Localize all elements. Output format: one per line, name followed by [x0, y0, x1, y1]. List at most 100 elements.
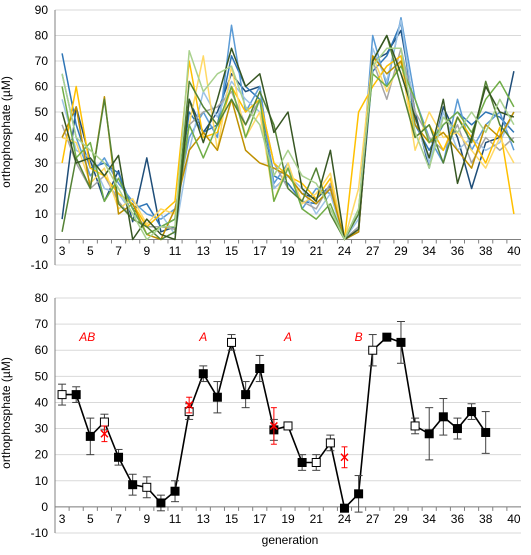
bottom-x-tick-label: 29: [394, 512, 408, 526]
top-y-tick-label: 20: [35, 182, 49, 196]
top-x-tick-label: 13: [197, 244, 211, 258]
bottom-y-tick-label: 0: [41, 500, 48, 514]
bottom-x-tick-label: 7: [115, 512, 122, 526]
bottom-point-filled: [241, 390, 251, 400]
bottom-x-tick-label: 5: [87, 512, 94, 526]
bottom-axes: [54, 298, 521, 533]
bottom-x-tick-label: 11: [169, 512, 182, 526]
bottom-point-open: [325, 438, 335, 448]
bottom-annotation: B: [355, 330, 363, 344]
top-x-tick-label: 29: [394, 244, 408, 258]
top-y-axis-label: orthophosphate (µM): [0, 76, 13, 188]
top-x-tick-label: 38: [479, 244, 493, 258]
top-x-tick-label: 3: [59, 244, 66, 258]
bottom-x-tick-label: 36: [451, 512, 465, 526]
bottom-x-tick-label: 3: [59, 512, 66, 526]
bottom-point-filled: [339, 503, 349, 513]
bottom-point-filled: [382, 332, 392, 342]
bottom-y-axis-label: orthophosphate (µM): [0, 357, 13, 469]
bottom-point-filled: [297, 458, 307, 467]
bottom-point-filled: [114, 452, 124, 462]
bottom-point-open: [368, 345, 378, 355]
bottom-y-tick-label: 70: [35, 317, 49, 331]
bottom-y-tick-labels: -10 0 10 20 30 40 50 60 70 80: [31, 291, 49, 540]
top-y-tick-label: 70: [35, 54, 49, 68]
bottom-point-filled: [198, 369, 208, 379]
top-y-tick-label: 90: [35, 3, 49, 17]
bottom-y-tick-label: 30: [35, 422, 49, 436]
bottom-point-filled: [467, 407, 477, 417]
bottom-x-tick-label: 17: [253, 512, 267, 526]
bottom-annotations: AB A A B: [78, 330, 362, 344]
bottom-point-open: [283, 421, 293, 431]
top-x-tick-label: 24: [338, 244, 352, 258]
bottom-point-filled: [128, 480, 138, 490]
bottom-point-filled: [396, 337, 406, 347]
bottom-point-open: [227, 337, 237, 347]
bottom-y-tick-label: -10: [31, 526, 49, 540]
top-series-line-12: [61, 47, 515, 241]
top-series-line-9: [61, 65, 515, 241]
bottom-x-tick-labels: 3 5 7 9 11 13 15 17 19 21 24 27 29 34 36 38 40: [59, 512, 521, 526]
bottom-x-tick-label: 27: [366, 512, 380, 526]
bottom-point-filled: [212, 392, 222, 402]
top-y-tick-label: -10: [31, 258, 49, 272]
bottom-point-open: [311, 458, 321, 467]
bottom-point-filled: [481, 427, 491, 437]
bottom-annotation: A: [198, 330, 207, 344]
bottom-red-x-marker: [100, 429, 109, 438]
top-y-tick-label: 50: [35, 105, 49, 119]
top-series-line-2: [61, 22, 515, 241]
bottom-annotation: AB: [78, 330, 95, 344]
top-x-tick-label: 34: [423, 244, 437, 258]
bottom-y-tick-label: 50: [35, 369, 49, 383]
bottom-y-tick-label: 20: [35, 448, 49, 462]
bottom-point-filled: [170, 486, 180, 496]
top-y-tick-labels: -10 0 10 20 30 40 50 60 70 80 90: [31, 3, 49, 272]
bottom-annotation: A: [283, 330, 292, 344]
bottom-gridlines: [55, 297, 521, 534]
top-y-tick-label: 0: [41, 233, 48, 247]
top-series-line-11: [61, 34, 515, 241]
top-x-tick-label: 19: [281, 244, 295, 258]
top-series-group: [61, 16, 515, 241]
bottom-point-open: [410, 421, 420, 431]
bottom-y-tick-label: 60: [35, 343, 49, 357]
bottom-y-tick-label: 80: [35, 291, 49, 305]
top-panel: -10 0 10 20 30 40 50 60 70 80 90 3 5 7 9 11 13 15 17 19 21 2…: [0, 3, 521, 272]
bottom-red-series-group: [100, 396, 349, 469]
top-x-tick-label: 9: [143, 244, 150, 258]
bottom-point-filled: [438, 412, 448, 422]
top-x-tick-labels: 3 5 7 9 11 13 15 17 19 21 24 27 29 34 36 38 40: [59, 244, 521, 258]
bottom-red-x-marker: [340, 453, 349, 462]
top-y-tick-label: 60: [35, 80, 49, 94]
bottom-point-filled: [156, 498, 166, 508]
bottom-red-x-marker: [185, 401, 194, 410]
top-series-line-7: [61, 55, 515, 241]
bottom-x-tick-label: 40: [507, 512, 521, 526]
bottom-y-tick-label: 40: [35, 395, 49, 409]
top-x-tick-label: 17: [253, 244, 267, 258]
bottom-point-filled: [424, 429, 434, 439]
bottom-point-filled: [255, 364, 265, 373]
bottom-x-tick-label: 34: [423, 512, 437, 526]
top-x-tick-label: 15: [225, 244, 239, 258]
bottom-y-tick-label: 10: [35, 474, 49, 488]
top-x-tick-label: 36: [451, 244, 465, 258]
top-x-tick-label: 7: [115, 244, 122, 258]
top-x-tick-label: 11: [169, 244, 182, 258]
bottom-x-tick-label: 15: [225, 512, 239, 526]
top-y-tick-label: 10: [35, 207, 49, 221]
top-y-tick-label: 30: [35, 156, 49, 170]
bottom-point-filled: [85, 431, 95, 441]
bottom-x-tick-label: 24: [338, 512, 352, 526]
bottom-point-open: [57, 390, 67, 400]
bottom-point-open: [142, 482, 152, 492]
bottom-point-open: [99, 417, 109, 427]
bottom-red-x-marker: [269, 421, 278, 430]
bottom-point-filled: [71, 390, 81, 400]
bottom-x-axis-label: generation: [262, 533, 319, 547]
